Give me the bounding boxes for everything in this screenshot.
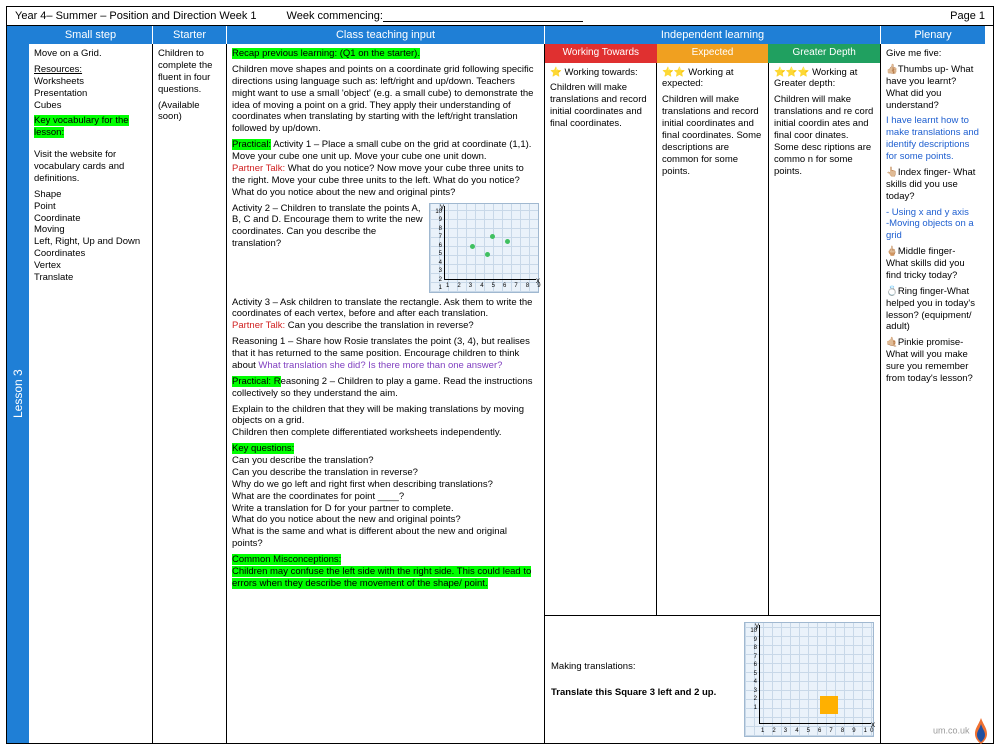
plenary-middle: 🖕🏼Middle finger- What skills did you fin… — [886, 246, 980, 282]
cm-body: Children may confuse the left side with … — [232, 566, 531, 589]
starter-text: Children to complete the fluent in four … — [158, 48, 221, 96]
footer-logo: um.co.uk — [933, 718, 990, 744]
week-label: Week commencing: — [287, 10, 383, 22]
hdr-starter: Starter — [153, 26, 227, 44]
plenary-index: 👆🏼Index finger- What skills did you use … — [886, 167, 980, 203]
practical-hl: Practical: — [232, 139, 271, 150]
hdr-greater-depth: Greater Depth — [768, 44, 880, 63]
partner-talk-2: Partner Talk: — [232, 320, 285, 331]
page-number: Page 1 — [950, 10, 985, 22]
key-vocab-heading: Key vocabulary for the lesson: — [34, 115, 129, 138]
plenary-thumb-ans: I have learnt how to make translations a… — [886, 115, 980, 163]
vocab-list: Shape Point Coordinate Moving Left, Righ… — [34, 189, 147, 284]
col-plenary: Give me five: 👍🏼Thumbs up- What have you… — [881, 44, 985, 743]
column-headers: Small step Starter Class teaching input … — [7, 26, 993, 44]
hdr-expected: Expected — [657, 44, 769, 63]
input-para1: Children move shapes and points on a coo… — [232, 64, 539, 135]
starter-avail: (Available soon) — [158, 100, 221, 124]
title: Year 4– Summer – Position and Direction … — [15, 10, 257, 22]
lesson-tab: Lesson 3 — [7, 44, 29, 743]
grid-figure-1: yx 10987654321 1 2 3 4 5 6 7 8 9 10 — [429, 203, 539, 293]
orange-square — [820, 696, 838, 714]
act3b: Can you describe the translation in reve… — [285, 320, 474, 331]
plenary-thumb: 👍🏼Thumbs up- What have you learnt? What … — [886, 64, 980, 112]
gd-cell: ⭐⭐⭐ Working at Greater depth: Children w… — [769, 63, 880, 616]
indep-subheaders: Working Towards Expected Greater Depth — [545, 44, 880, 63]
col-small-step: Move on a Grid. Resources:Worksheets Pre… — [29, 44, 153, 743]
indep-body: ⭐ Working towards: Children will make tr… — [545, 63, 880, 616]
act3a: Activity 3 – Ask children to translate t… — [232, 297, 532, 320]
gd-body: Children will make translations and re c… — [774, 94, 875, 177]
content-row: Lesson 3 Move on a Grid. Resources:Works… — [7, 44, 993, 743]
cm-hl: Common Misconceptions: — [232, 554, 341, 565]
kq-list: Can you describe the translation? Can yo… — [232, 455, 539, 550]
week-blank-line — [383, 11, 583, 22]
resources-label: Resources: — [34, 64, 82, 75]
wt-cell: ⭐ Working towards: Children will make tr… — [545, 63, 657, 616]
wt-body: Children will make translations and reco… — [550, 82, 651, 130]
act1a: Activity 1 – Place a small cube on the g… — [232, 139, 531, 162]
resources-list: Worksheets Presentation Cubes — [34, 76, 87, 111]
explain: Explain to the children that they will b… — [232, 404, 539, 440]
plenary-ring: 💍Ring finger-What helped you in today's … — [886, 286, 980, 334]
indep-bottom: Making translations: Translate this Squa… — [545, 615, 880, 743]
move-title: Move on a Grid. — [34, 48, 147, 60]
practical-r-hl: Practical: R — [232, 376, 281, 387]
hdr-plenary: Plenary — [881, 26, 985, 44]
hdr-indep: Independent learning — [545, 26, 881, 44]
reason1b: What translation she did? Is there more … — [258, 360, 502, 371]
act2: Activity 2 – Children to translate the p… — [232, 203, 423, 251]
visit-text: Visit the website for vocabulary cards a… — [34, 149, 147, 185]
hdr-small-step: Small step — [29, 26, 153, 44]
col-starter: Children to complete the fluent in four … — [153, 44, 227, 743]
grid-figure-2: yx 10987654321 1 2 3 4 5 6 7 8 9 10 — [744, 622, 874, 737]
hdr-working-towards: Working Towards — [545, 44, 657, 63]
hdr-input: Class teaching input — [227, 26, 545, 44]
recap-hl: Recap previous learning: (Q1 on the star… — [232, 48, 420, 59]
plenary-pinkie: 🤙🏼Pinkie promise- What will you make sur… — [886, 337, 980, 385]
star-icon: ⭐ — [550, 67, 562, 78]
col-independent: Working Towards Expected Greater Depth ⭐… — [545, 44, 881, 743]
flame-icon — [972, 718, 990, 744]
star-icon: ⭐⭐⭐ — [774, 67, 810, 78]
ex-cell: ⭐⭐ Working at expected: Children will ma… — [657, 63, 769, 616]
plenary-title: Give me five: — [886, 48, 980, 60]
plenary-index-ans: - Using x and y axis -Moving objects on … — [886, 207, 980, 243]
ex-body: Children will make translations and reco… — [662, 94, 763, 177]
star-icon: ⭐⭐ — [662, 67, 686, 78]
bottom-task: Translate this Square 3 left and 2 up. — [551, 687, 716, 698]
partner-talk-1: Partner Talk: — [232, 163, 285, 174]
col-teaching-input: Recap previous learning: (Q1 on the star… — [227, 44, 545, 743]
kq-hl: Key questions: — [232, 443, 294, 454]
footer-text: um.co.uk — [933, 725, 970, 735]
page-frame: Year 4– Summer – Position and Direction … — [6, 6, 994, 744]
wt-title: Working towards: — [562, 67, 638, 78]
bottom-label: Making translations: — [551, 661, 734, 673]
top-bar: Year 4– Summer – Position and Direction … — [7, 7, 993, 26]
